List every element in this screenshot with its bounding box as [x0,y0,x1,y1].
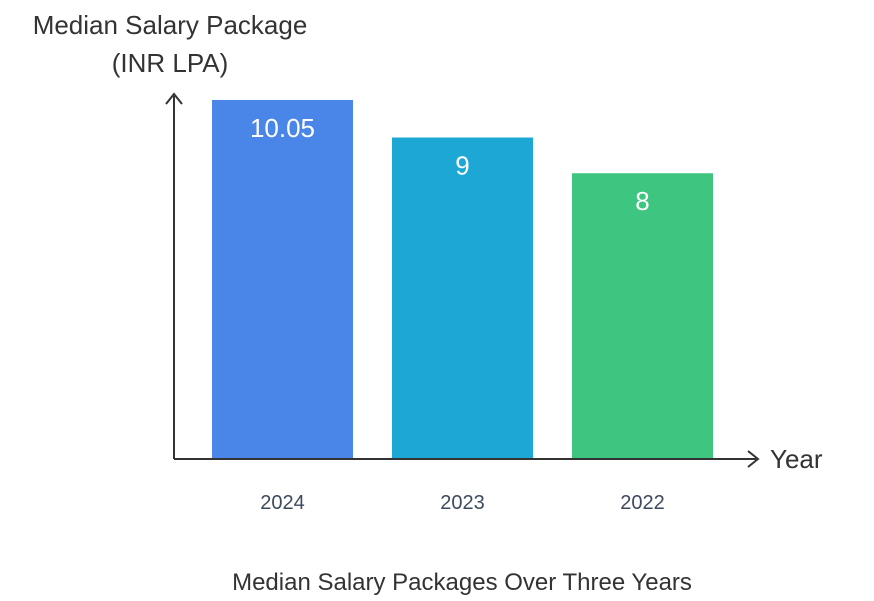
x-tick-label-2024: 2024 [260,492,305,514]
axes [165,92,760,468]
bar-value-label-2023: 9 [455,151,469,181]
y-axis-label: Median Salary Package (INR LPA) [33,10,308,78]
bar-2022 [572,173,713,459]
x-tick-labels: 2024 2023 2022 [260,492,665,514]
x-axis-arrow [747,450,760,468]
bar-value-labels: 10.05 9 8 [250,113,650,216]
y-axis-arrow [165,92,183,105]
bar-value-label-2022: 8 [635,186,649,216]
y-axis-label-line-2: (INR LPA) [112,48,229,78]
bar-2023 [392,137,533,460]
bars-group [212,100,713,460]
x-tick-label-2023: 2023 [440,492,485,514]
y-axis-label-line-1: Median Salary Package [33,10,308,40]
x-tick-label-2022: 2022 [620,492,665,514]
bar-value-label-2024: 10.05 [250,113,315,143]
chart-title: Median Salary Packages Over Three Years [232,569,692,596]
x-axis-label: Year [770,444,823,474]
bar-2024 [212,100,353,459]
